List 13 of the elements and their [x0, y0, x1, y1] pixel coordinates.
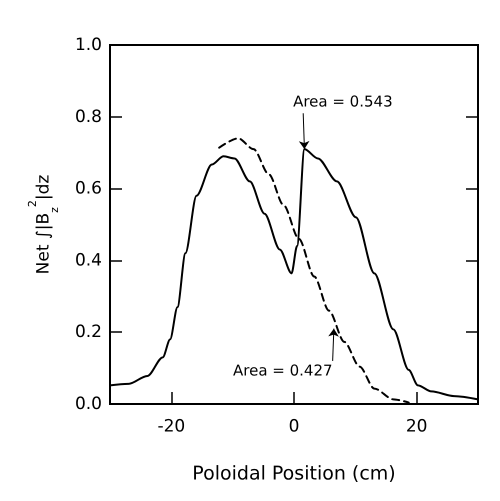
annotation: Area = 0.543	[293, 92, 393, 111]
x-tick-label: 0	[288, 416, 300, 436]
y-tick-label: 0.8	[74, 106, 102, 127]
x-tick-label: 20	[406, 416, 428, 436]
annotation: Area = 0.427	[232, 361, 333, 380]
x-axis-title: Poloidal Position (cm)	[192, 462, 396, 484]
x-tick-label: -20	[157, 416, 186, 436]
y-tick-label: 1.0	[74, 35, 102, 55]
y-tick-label: 0.4	[74, 250, 102, 270]
y-axis-title: Net ∫|Bz2|dz	[26, 174, 61, 274]
y-tick-label: 0.2	[74, 322, 102, 342]
y-tick-label: 0.0	[74, 394, 102, 414]
y-tick-label: 0.6	[74, 178, 102, 199]
